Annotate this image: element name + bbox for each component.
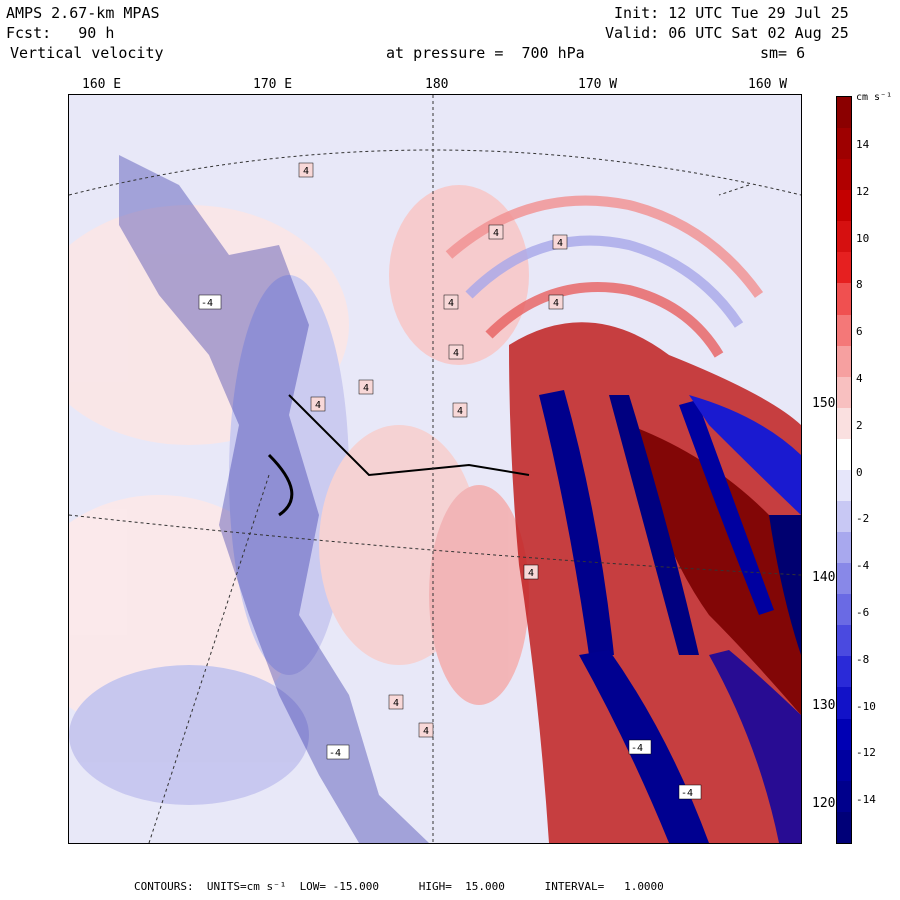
lon-label-160e: 160 E xyxy=(82,77,122,92)
contour-labels: 4 4 4 4 4 4 4 4 4 4 4 4 -4 -4 -4 -4 xyxy=(198,162,702,800)
svg-text:4: 4 xyxy=(453,348,459,359)
contour-label-box: 4 xyxy=(552,234,568,250)
contour-label-box: 4 xyxy=(448,344,464,360)
svg-text:4: 4 xyxy=(493,228,499,239)
contour-label-box: 4 xyxy=(298,162,314,178)
svg-text:4: 4 xyxy=(363,383,369,394)
colorbar-tick-label: -6 xyxy=(856,606,870,619)
lon-label-160w: 160 W xyxy=(748,77,788,92)
colorbar-tick-label: 14 xyxy=(856,138,870,151)
colorbar-tick-label: 10 xyxy=(856,231,870,245)
colorbar-segment xyxy=(837,749,851,781)
colorbar-tick-label: 8 xyxy=(856,278,863,292)
valid-time: Valid: 06 UTC Sat 02 Aug 25 xyxy=(605,24,849,42)
svg-text:4: 4 xyxy=(303,166,309,177)
colorbar-segment xyxy=(837,438,851,470)
colorbar-tick-label: -10 xyxy=(856,699,876,713)
contour-label-box: -4 xyxy=(678,784,702,800)
field-name: Vertical velocity xyxy=(10,44,164,62)
colorbar-segment xyxy=(837,283,851,315)
svg-text:-4: -4 xyxy=(329,748,341,759)
lon-label-170w: 170 W xyxy=(578,77,618,92)
colorbar-segment xyxy=(837,501,851,533)
svg-text:4: 4 xyxy=(315,400,321,411)
pressure-level: at pressure = 700 hPa xyxy=(386,44,585,62)
svg-text:4: 4 xyxy=(457,406,463,417)
colorbar-segment xyxy=(837,345,851,377)
svg-text:4: 4 xyxy=(393,698,399,709)
lat-label-150w: 150 W xyxy=(812,396,852,411)
model-title: AMPS 2.67-km MPAS xyxy=(6,4,160,22)
colorbar-tick-label: -14 xyxy=(856,793,876,807)
colorbar-segment xyxy=(837,594,851,626)
western-terrain-noise xyxy=(119,155,530,843)
svg-text:4: 4 xyxy=(553,298,559,309)
colorbar-segment xyxy=(837,625,851,657)
colorbar-tick-label: -12 xyxy=(856,746,876,760)
contour-label-box: -4 xyxy=(326,744,350,760)
init-time: Init: 12 UTC Tue 29 Jul 25 xyxy=(614,4,849,22)
svg-text:-4: -4 xyxy=(631,743,643,754)
forecast-hour: Fcst: 90 h xyxy=(6,24,115,42)
lat-label-140w: 140 W xyxy=(812,570,852,585)
colorbar-tick-label: -8 xyxy=(856,652,870,666)
contour-label-box: 4 xyxy=(548,294,564,310)
colorbar-segment xyxy=(837,469,851,502)
colorbar-segment xyxy=(837,656,851,688)
colorbar-segment xyxy=(837,687,851,719)
colorbar xyxy=(836,96,852,844)
contour-label-box: 4 xyxy=(418,722,434,738)
colorbar-tick-label: 6 xyxy=(856,325,863,339)
colorbar-segment xyxy=(837,190,851,222)
background-field xyxy=(69,185,529,805)
lat-lon-grid xyxy=(69,95,801,843)
strong-ascent-region xyxy=(509,322,801,843)
svg-text:-4: -4 xyxy=(201,298,213,309)
colorbar-units: cm s⁻¹ xyxy=(856,92,893,103)
contour-label-box: 4 xyxy=(523,564,539,580)
contour-label-box: 4 xyxy=(388,694,404,710)
lon-label-180: 180 xyxy=(425,77,449,92)
colorbar-tick-label: 4 xyxy=(856,372,863,385)
smoothing: sm= 6 xyxy=(760,44,806,62)
contour-label-box: -4 xyxy=(628,739,652,755)
colorbar-tick-label: 12 xyxy=(856,184,870,198)
colorbar-segment xyxy=(837,563,851,595)
contour-label-box: -4 xyxy=(198,294,222,310)
colorbar-segment xyxy=(837,532,851,564)
contour-label-box: 4 xyxy=(358,379,374,395)
colorbar-tick-label: 0 xyxy=(856,465,863,479)
svg-text:4: 4 xyxy=(448,298,454,309)
colorbar-tick-label: -2 xyxy=(856,512,870,526)
colorbar-segment xyxy=(837,811,851,843)
svg-text:4: 4 xyxy=(557,238,563,249)
svg-text:4: 4 xyxy=(528,568,534,579)
colorbar-segment xyxy=(837,780,851,812)
contour-label-box: 4 xyxy=(443,294,459,310)
map-field-svg: 4 4 4 4 4 4 4 4 4 4 4 4 -4 -4 -4 -4 xyxy=(69,95,801,843)
colorbar-segment xyxy=(837,252,851,284)
colorbar-segment xyxy=(837,221,851,253)
colorbar-tick-label: 2 xyxy=(856,418,863,432)
colorbar-segment xyxy=(837,128,851,160)
colorbar-segment xyxy=(837,407,851,439)
colorbar-segment xyxy=(837,718,851,750)
arc-bands xyxy=(445,195,764,358)
vertical-velocity-map: 4 4 4 4 4 4 4 4 4 4 4 4 -4 -4 -4 -4 xyxy=(68,94,802,844)
svg-text:4: 4 xyxy=(423,726,429,737)
svg-text:-4: -4 xyxy=(681,788,693,799)
colorbar-segment xyxy=(837,159,851,191)
lon-label-170e: 170 E xyxy=(253,77,293,92)
contour-info-footer: CONTOURS: UNITS=cm s⁻¹ LOW= -15.000 HIGH… xyxy=(134,880,664,893)
colorbar-tick-label: -4 xyxy=(856,559,870,573)
contour-label-box: 4 xyxy=(310,396,326,412)
contour-label-box: 4 xyxy=(452,402,468,418)
colorbar-segment xyxy=(837,376,851,408)
colorbar-segment xyxy=(837,97,851,129)
colorbar-segment xyxy=(837,314,851,346)
contour-label-box: 4 xyxy=(488,224,504,240)
